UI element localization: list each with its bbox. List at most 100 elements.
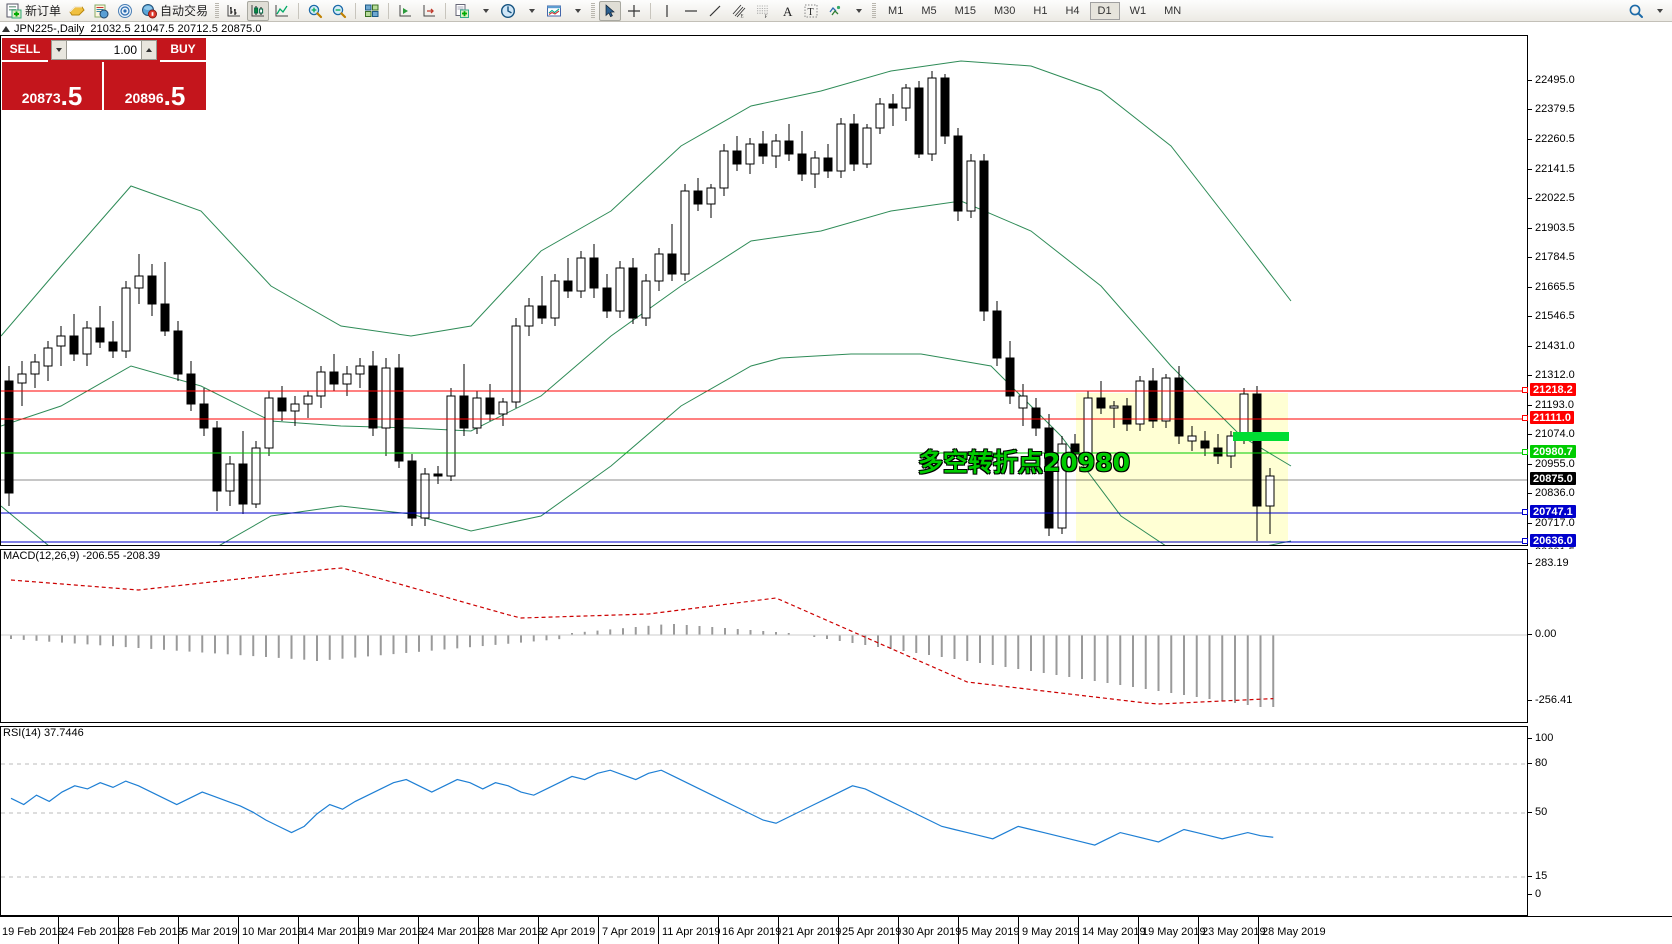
bar-chart-icon[interactable] — [223, 1, 245, 21]
line-chart-icon[interactable] — [271, 1, 293, 21]
volume-input[interactable]: 1.00 — [67, 40, 141, 60]
timeframe-m15[interactable]: M15 — [954, 4, 976, 17]
timeframe-m1[interactable]: M1 — [888, 4, 904, 17]
toolbar-grip-3[interactable] — [872, 2, 877, 19]
sell-price-main: 20873 — [21, 90, 61, 106]
trade-panel-price-row: 20873 .5 20896 .5 — [2, 62, 206, 110]
axis-tick-label: 283.19 — [1528, 557, 1569, 569]
toolbar-separator-4 — [445, 2, 447, 19]
new-order-button[interactable]: 新订单 — [3, 1, 64, 21]
vertical-line-icon[interactable] — [656, 1, 678, 21]
timeframe-m5[interactable]: M5 — [921, 4, 937, 17]
templates-icon[interactable] — [543, 1, 565, 21]
fibonacci-icon[interactable]: F — [752, 1, 774, 21]
objects-list-icon[interactable] — [824, 1, 846, 21]
axis-tick-label: 0 — [1528, 888, 1541, 900]
date-tick-mark — [658, 917, 659, 944]
level-line-handle[interactable] — [1522, 387, 1528, 393]
timeframe-mn[interactable]: MN — [1164, 4, 1182, 17]
date-axis[interactable]: 19 Feb 2019 24 Feb 2019 28 Feb 2019 5 Mar 2… — [0, 916, 1672, 944]
svg-text:F: F — [765, 15, 768, 19]
price-level-badge[interactable]: 20875.0 — [1530, 472, 1576, 485]
axis-tick-label: 22379.5 — [1528, 103, 1575, 115]
collapse-triangle-icon[interactable] — [2, 25, 10, 32]
crosshair-icon[interactable] — [623, 1, 645, 21]
horizontal-line-icon[interactable] — [680, 1, 702, 21]
trendline-icon[interactable] — [704, 1, 726, 21]
candlestick-chart-icon[interactable] — [247, 0, 270, 21]
axis-tick-label: 21665.5 — [1528, 281, 1575, 293]
axis-tick-label: 21312.0 — [1528, 369, 1575, 381]
price-axis[interactable]: 22495.0 22379.5 22260.5 22141.5 22022.5 21903… — [1522, 35, 1672, 558]
timeframe-h1[interactable]: H1 — [1033, 4, 1048, 17]
candlestick-series — [4, 71, 1275, 541]
add-indicator-icon[interactable] — [451, 1, 473, 21]
navigator-icon[interactable] — [114, 1, 136, 21]
chart-header: JPN225-,Daily 21032.5 21047.5 20712.5 20… — [0, 22, 1672, 35]
date-tick-label: 19 May 2019 — [1142, 926, 1206, 938]
volume-control[interactable]: 1.00 — [48, 38, 160, 62]
timeframe-d1[interactable]: D1 — [1089, 1, 1120, 20]
one-click-trading-panel[interactable]: SELL 1.00 BUY 20873 .5 20896 .5 — [2, 38, 206, 112]
buy-price-display[interactable]: 20896 .5 — [104, 62, 206, 110]
level-line-handle[interactable] — [1522, 449, 1528, 455]
period-dropdown-arrow[interactable] — [521, 1, 541, 21]
data-window-icon[interactable] — [90, 1, 112, 21]
timeframe-h4[interactable]: H4 — [1065, 4, 1080, 17]
sell-price-fraction: .5 — [60, 80, 83, 111]
level-line-handle[interactable] — [1522, 509, 1528, 515]
cursor-arrow-icon[interactable] — [599, 0, 622, 21]
date-tick-label: 7 Apr 2019 — [602, 926, 656, 938]
date-tick-mark — [838, 917, 839, 944]
volume-decrement-button[interactable] — [51, 40, 67, 60]
level-line-handle[interactable] — [1522, 538, 1528, 544]
date-tick-label: 21 Apr 2019 — [782, 926, 842, 938]
templates-dropdown-arrow[interactable] — [567, 1, 587, 21]
timeframe-w1[interactable]: W1 — [1129, 4, 1147, 17]
objects-dropdown-arrow[interactable] — [848, 1, 868, 21]
price-chart-pane[interactable] — [0, 35, 1528, 546]
volume-increment-button[interactable] — [141, 40, 157, 60]
text-tool-icon[interactable]: A — [776, 1, 798, 21]
axis-tick-label: 20717.0 — [1528, 517, 1575, 529]
zoom-in-icon[interactable] — [304, 1, 326, 21]
indicator-dropdown-arrow[interactable] — [475, 1, 495, 21]
macd-axis[interactable]: 283.19 0.00 -256.41 — [1528, 549, 1672, 723]
market-watch-icon[interactable] — [66, 1, 88, 21]
search-icon[interactable] — [1625, 1, 1647, 21]
chart-ohlc-values: 21032.5 21047.5 20712.5 20875.0 — [90, 22, 262, 35]
date-tick-label: 25 Apr 2019 — [842, 926, 902, 938]
sell-price-display[interactable]: 20873 .5 — [2, 62, 104, 110]
period-clock-icon[interactable] — [497, 1, 519, 21]
toolbar-grip[interactable] — [215, 2, 220, 19]
level-line-handle[interactable] — [1522, 415, 1528, 421]
date-tick-label: 14 Mar 2019 — [302, 926, 364, 938]
chevron-down-icon[interactable] — [1649, 1, 1669, 21]
equidistant-channel-icon[interactable]: E — [728, 1, 750, 21]
shift-end-icon[interactable] — [394, 1, 416, 21]
date-tick-label: 9 May 2019 — [1022, 926, 1080, 938]
toolbar-separator-5 — [650, 2, 652, 19]
zoom-out-icon[interactable] — [328, 1, 350, 21]
sell-button[interactable]: SELL — [2, 38, 48, 62]
price-level-badge[interactable]: 20636.0 — [1530, 534, 1576, 547]
rsi-axis[interactable]: 100 80 50 15 0 — [1528, 726, 1672, 916]
date-tick-label: 24 Mar 2019 — [422, 926, 484, 938]
buy-button[interactable]: BUY — [160, 38, 206, 62]
price-level-badge[interactable]: 21218.2 — [1530, 383, 1576, 396]
price-level-badge[interactable]: 20980.7 — [1530, 445, 1576, 458]
rsi-pane[interactable] — [0, 726, 1528, 916]
text-label-icon[interactable]: T — [800, 1, 822, 21]
autoscroll-icon[interactable] — [418, 1, 440, 21]
chart-annotation-text[interactable]: 多空转折点20980 — [918, 448, 1130, 477]
toolbar-grip-2[interactable] — [591, 2, 596, 19]
date-tick-mark — [238, 917, 239, 944]
autotrading-button[interactable]: 自动交易 — [138, 1, 211, 21]
price-level-badge[interactable]: 21111.0 — [1530, 411, 1574, 424]
buy-price-fraction: .5 — [163, 80, 186, 111]
macd-pane[interactable] — [0, 549, 1528, 723]
axis-tick-label: 21431.0 — [1528, 340, 1575, 352]
timeframe-m30[interactable]: M30 — [994, 4, 1016, 17]
tile-windows-icon[interactable] — [361, 1, 383, 21]
price-level-badge[interactable]: 20747.1 — [1530, 505, 1576, 518]
